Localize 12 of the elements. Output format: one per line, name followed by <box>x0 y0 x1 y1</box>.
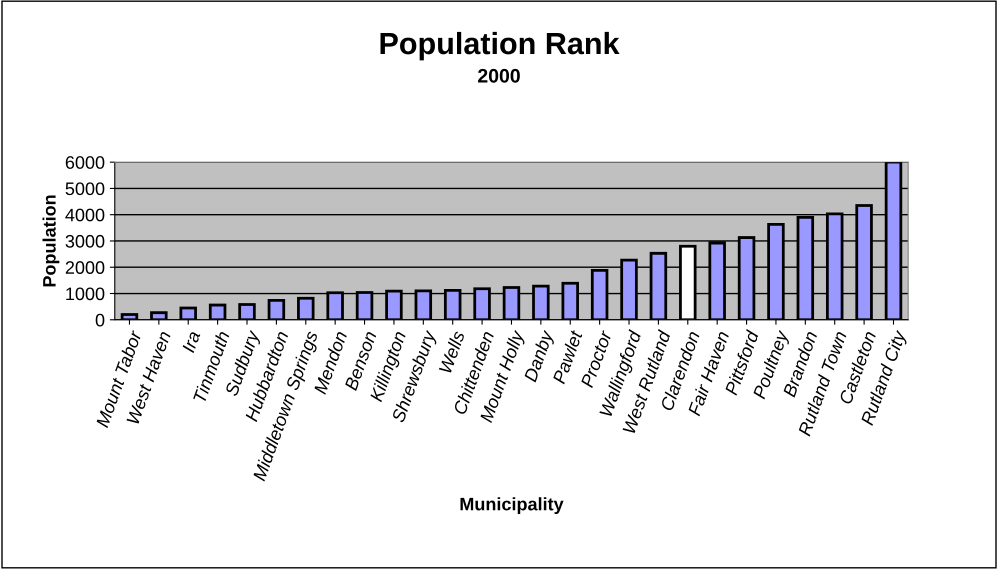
chart-title: Population Rank <box>380 32 620 60</box>
y-axis-title: Population <box>42 195 60 286</box>
y-tick-label: 3000 <box>66 234 104 248</box>
x-tick-label: Pawlet <box>552 328 583 384</box>
y-tick-label: 0 <box>96 314 104 326</box>
x-axis-title: Municipality <box>460 497 564 514</box>
chart-subtitle: 2000 <box>478 68 520 83</box>
y-tick-label: 4000 <box>65 208 104 222</box>
y-tick-label: 1000 <box>66 287 104 300</box>
y-tick-label: 2000 <box>66 261 104 274</box>
y-tick-label: 6000 <box>66 156 104 169</box>
y-tick-label: 5000 <box>66 182 104 196</box>
